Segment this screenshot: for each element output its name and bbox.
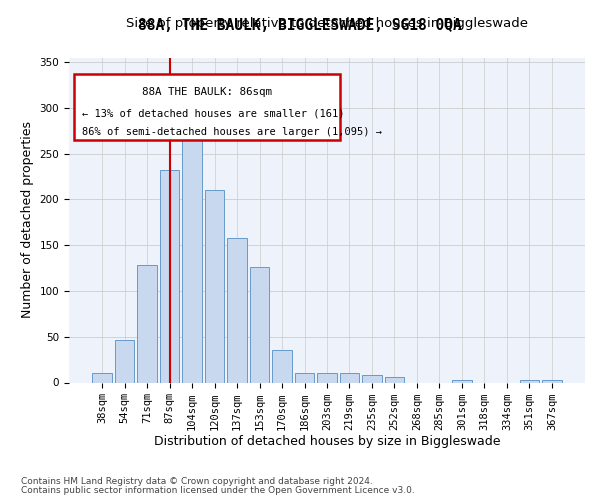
Bar: [205, 190, 224, 382]
Text: 88A, THE BAULK, BIGGLESWADE, SG18 0QA: 88A, THE BAULK, BIGGLESWADE, SG18 0QA: [138, 18, 462, 32]
Y-axis label: Number of detached properties: Number of detached properties: [21, 122, 34, 318]
Bar: [250, 267, 269, 382]
Bar: [272, 350, 292, 382]
Bar: [160, 170, 179, 382]
Text: Contains public sector information licensed under the Open Government Licence v3: Contains public sector information licen…: [21, 486, 415, 495]
Bar: [452, 380, 472, 382]
Bar: [340, 374, 359, 382]
Bar: [137, 266, 157, 382]
X-axis label: Distribution of detached houses by size in Biggleswade: Distribution of detached houses by size …: [154, 436, 500, 448]
Bar: [227, 238, 247, 382]
Text: Contains HM Land Registry data © Crown copyright and database right 2024.: Contains HM Land Registry data © Crown c…: [21, 477, 373, 486]
Bar: [520, 380, 539, 382]
Text: ← 13% of detached houses are smaller (161): ← 13% of detached houses are smaller (16…: [82, 108, 344, 118]
Bar: [295, 374, 314, 382]
FancyBboxPatch shape: [74, 74, 340, 140]
Bar: [385, 377, 404, 382]
Bar: [182, 124, 202, 382]
Bar: [115, 340, 134, 382]
Text: 88A THE BAULK: 86sqm: 88A THE BAULK: 86sqm: [142, 88, 272, 98]
Bar: [362, 375, 382, 382]
Title: Size of property relative to detached houses in Biggleswade: Size of property relative to detached ho…: [126, 17, 528, 30]
Text: 86% of semi-detached houses are larger (1,095) →: 86% of semi-detached houses are larger (…: [82, 128, 382, 138]
Bar: [317, 374, 337, 382]
Bar: [92, 374, 112, 382]
Bar: [542, 380, 562, 382]
